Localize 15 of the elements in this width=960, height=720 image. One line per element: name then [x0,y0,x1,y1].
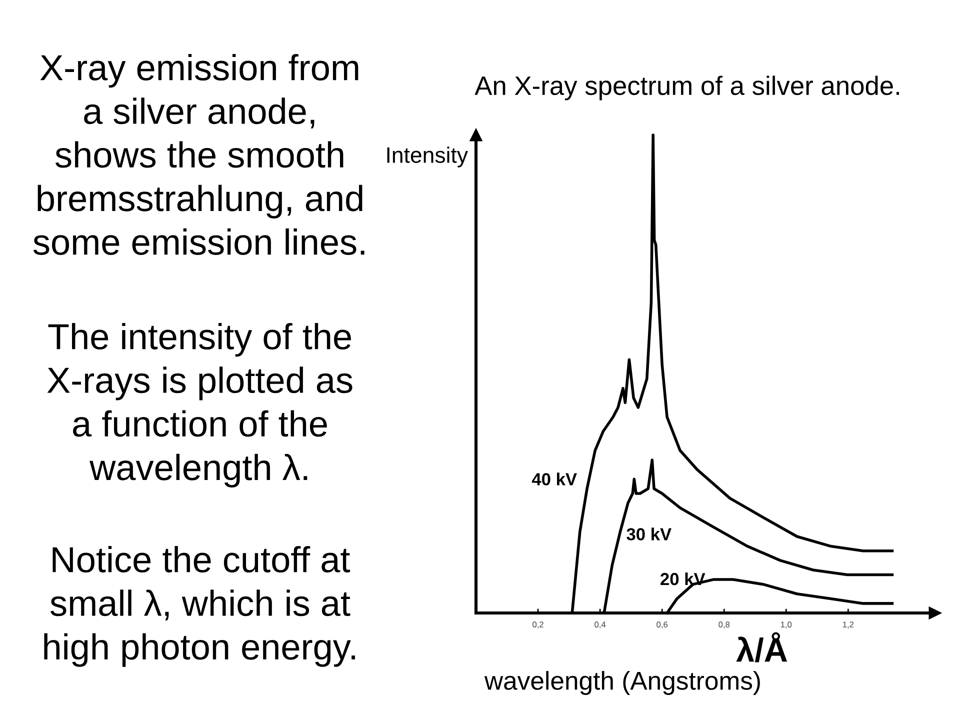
x-tick-label: 0,6 [656,622,668,628]
text: X-ray emission from a silver anode, shows the smooth bremsstrahlung, and some emission lines. [33,54,364,255]
x-tick-label: 1,2 [843,622,854,628]
series-label: 40 kV [532,472,577,486]
x-tick-label: 0,8 [718,622,730,628]
y-axis-title: Intensity [387,146,468,168]
series-label: 30 kV [626,528,672,540]
x-tick-label: 1,0 [780,622,792,628]
chart-title: An X-ray spectrum of a silver anode. [474,76,900,100]
x-tick-label: 0,4 [594,622,606,628]
text: Notice the cutoff at small λ, which is at high photon energy. [44,546,356,667]
text: The intensity of the X-rays is plotted as a function of the wavelength λ. [47,323,352,488]
text: λ/Å [736,632,788,662]
x-tick-label: 0,2 [532,622,544,628]
x-axis-title: wavelength (Angstroms) [484,671,760,695]
